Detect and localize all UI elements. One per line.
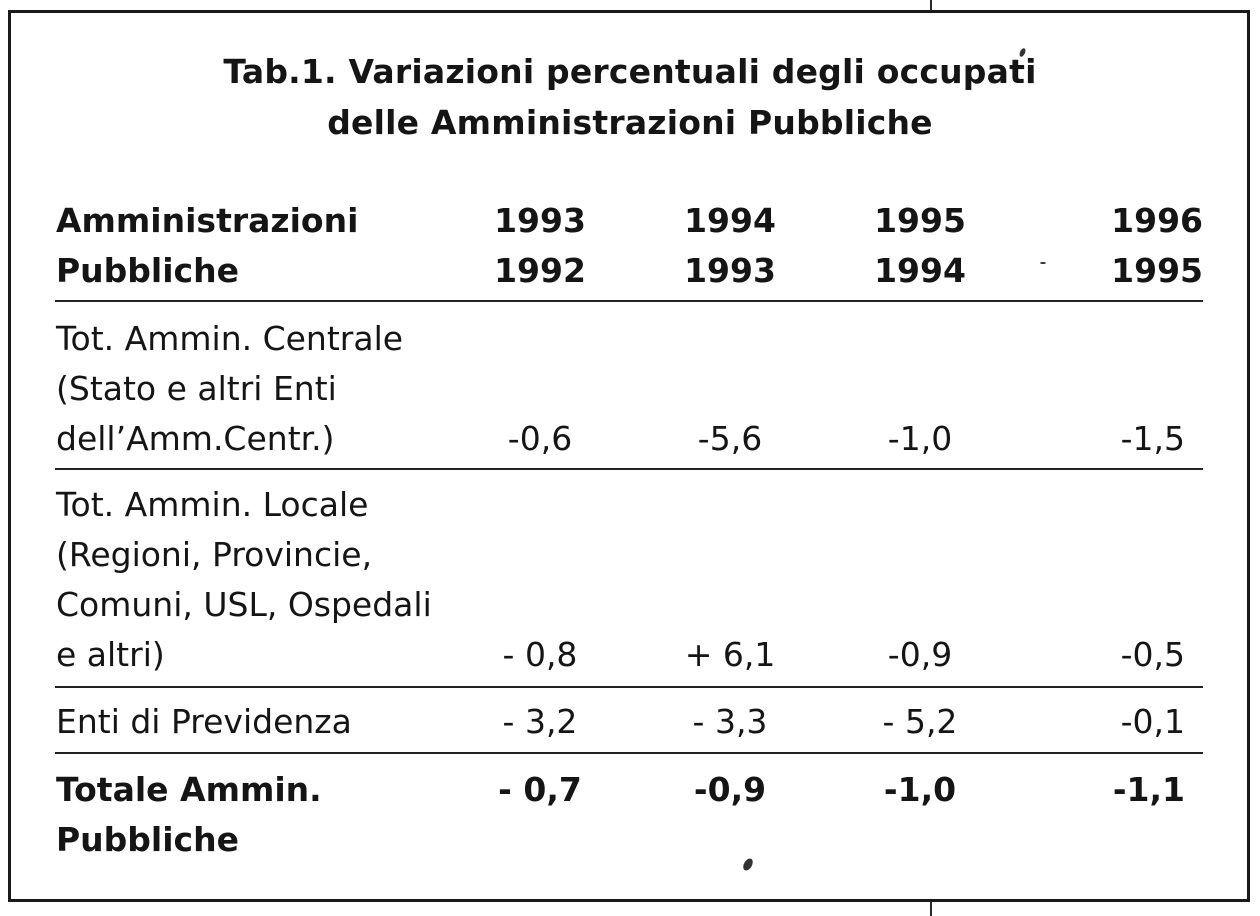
header-rule [55, 300, 1203, 302]
header-col-3-bottom: 1994 [874, 251, 966, 290]
row-local-value-1995: -0,9 [887, 635, 953, 674]
row-total-value-1993: - 0,7 [498, 770, 582, 809]
row-previdenza-label: Enti di Previdenza [56, 702, 352, 741]
header-col-4-top: 1996 [1111, 201, 1203, 240]
header-label-line-2: Pubbliche [56, 251, 239, 290]
row-central-label-line-2: (Stato e altri Enti [56, 369, 337, 408]
header-col-3-top: 1995 [874, 201, 966, 240]
row-total-label-line-1: Totale Ammin. [56, 770, 322, 809]
row-central-value-1996: -1,5 [1120, 419, 1185, 458]
scan-speck [1040, 262, 1046, 264]
row-local-value-1993: - 0,8 [502, 635, 578, 674]
page-edge-mark-bottom [930, 902, 932, 916]
header-col-4-bottom: 1995 [1111, 251, 1203, 290]
row-rule-2 [55, 686, 1203, 688]
row-local-value-1994: + 6,1 [684, 635, 776, 674]
header-col-2-bottom: 1993 [684, 251, 776, 290]
header-col-2-top: 1994 [684, 201, 776, 240]
row-rule-3 [55, 752, 1203, 754]
row-total-value-1994: -0,9 [693, 770, 767, 809]
table-title-line-2: delle Amministrazioni Pubbliche [327, 103, 933, 142]
row-previdenza-value-1996: -0,1 [1120, 702, 1185, 741]
row-central-value-1995: -1,0 [887, 419, 953, 458]
row-rule-1 [55, 468, 1203, 470]
table-frame [8, 10, 1250, 902]
row-total-value-1996: -1,1 [1112, 770, 1185, 809]
row-local-label-line-4: e altri) [56, 635, 165, 674]
header-col-1-top: 1993 [494, 201, 586, 240]
table-title-line-1: Tab.1. Variazioni percentuali degli occu… [223, 52, 1037, 91]
row-total-label-line-2: Pubbliche [56, 820, 239, 859]
row-previdenza-value-1993: - 3,2 [502, 702, 578, 741]
row-central-value-1993: -0,6 [507, 419, 573, 458]
row-local-value-1996: -0,5 [1120, 635, 1185, 674]
row-local-label-line-2: (Regioni, Provincie, [56, 535, 373, 574]
row-central-label-line-1: Tot. Ammin. Centrale [56, 319, 404, 358]
row-previdenza-value-1995: - 5,2 [882, 702, 958, 741]
header-col-1-bottom: 1992 [494, 251, 586, 290]
row-previdenza-value-1994: - 3,3 [692, 702, 768, 741]
row-central-label-line-3: dell’Amm.Centr.) [56, 419, 335, 458]
row-central-value-1994: -5,6 [697, 419, 763, 458]
row-local-label-line-3: Comuni, USL, Ospedali [56, 585, 432, 624]
header-label-line-1: Amministrazioni [56, 201, 359, 240]
row-local-label-line-1: Tot. Ammin. Locale [56, 485, 369, 524]
page-edge-mark-top [930, 0, 932, 12]
row-total-value-1995: -1,0 [883, 770, 957, 809]
